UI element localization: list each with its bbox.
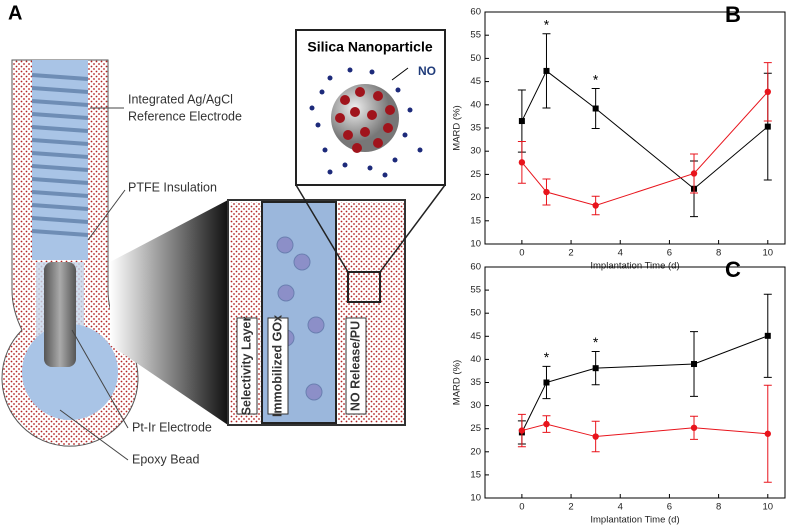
y-tick-label: 30 xyxy=(470,146,481,157)
significance: * xyxy=(593,71,599,87)
marker xyxy=(543,379,550,386)
label: Selectivity Layer xyxy=(239,317,253,416)
y-tick-label: 45 xyxy=(470,331,481,342)
label: Integrated Ag/AgCl xyxy=(128,92,233,106)
pt-ir-rod xyxy=(44,262,76,367)
marker xyxy=(764,430,771,437)
y-tick-label: 10 xyxy=(470,239,481,250)
y-tick-label: 15 xyxy=(470,215,481,226)
y-tick-label: 35 xyxy=(470,123,481,134)
y-tick-label: 20 xyxy=(470,446,481,457)
y-tick-label: 35 xyxy=(470,377,481,388)
marker xyxy=(543,420,550,428)
label: Pt-Ir Electrode xyxy=(132,420,212,434)
label: NO xyxy=(418,64,436,78)
panel-label: B xyxy=(725,2,741,27)
series-line xyxy=(521,70,769,190)
y-tick-label: 45 xyxy=(470,76,481,87)
x-tick-label: 6 xyxy=(667,248,672,259)
x-tick-label: 2 xyxy=(568,248,573,259)
panel-label: A xyxy=(8,2,22,24)
enzymes xyxy=(276,236,325,401)
marker xyxy=(543,67,550,74)
diagram-a: A Integrated Ag/AgCl Reference Electrode… xyxy=(1,2,446,466)
label: Immobilized GOx xyxy=(270,315,284,417)
zoom xyxy=(110,200,228,425)
label: Reference Electrode xyxy=(128,109,242,123)
x-tick-label: 2 xyxy=(568,502,573,513)
y-tick-label: 30 xyxy=(470,400,481,411)
layer-labels: Selectivity Layer Immobilized GOx NO Rel… xyxy=(236,315,367,417)
y-tick-label: 55 xyxy=(470,285,481,296)
series-line xyxy=(521,423,768,438)
y-tick-label: 50 xyxy=(470,308,481,319)
x-tick-label: 4 xyxy=(618,502,623,513)
y-axis-label: MARD (%) xyxy=(452,360,463,405)
x-tick-label: 8 xyxy=(716,248,721,259)
marker xyxy=(518,427,526,434)
marker xyxy=(592,202,599,209)
label: NO Release/PU xyxy=(348,321,362,411)
marker xyxy=(592,433,599,440)
y-tick-label: 40 xyxy=(470,99,481,110)
significance: * xyxy=(544,349,550,365)
plot-frame xyxy=(484,11,786,245)
marker xyxy=(518,118,525,125)
x-tick-label: 10 xyxy=(762,248,773,259)
significance: * xyxy=(544,17,550,33)
marker xyxy=(764,123,771,130)
marker xyxy=(690,170,698,177)
coil xyxy=(31,73,89,237)
leaders xyxy=(59,107,129,461)
y-tick-label: 10 xyxy=(470,493,481,504)
series-line xyxy=(521,335,768,433)
significance: * xyxy=(593,334,599,350)
y-tick-label: 15 xyxy=(470,469,481,480)
marker xyxy=(518,159,526,166)
panel-label: C xyxy=(725,257,741,282)
x-axis-label: Implantation Time (d) xyxy=(590,515,679,526)
no-dots xyxy=(309,67,423,178)
y-tick-label: 60 xyxy=(470,262,481,273)
x-axis-label: Implantation Time (d) xyxy=(590,261,679,272)
x-tick-label: 10 xyxy=(762,502,773,513)
x-tick-label: 8 xyxy=(716,502,721,513)
y-tick-label: 25 xyxy=(470,169,481,180)
x-tick-label: 6 xyxy=(667,502,672,513)
marker xyxy=(690,424,698,431)
y-tick-label: 55 xyxy=(470,30,481,41)
label: PTFE Insulation xyxy=(128,180,217,194)
plot-frame xyxy=(484,266,786,499)
y-tick-label: 25 xyxy=(470,423,481,434)
y-tick-label: 60 xyxy=(470,7,481,18)
marker xyxy=(764,88,771,96)
x-tick-label: 4 xyxy=(618,248,623,259)
marker xyxy=(543,188,550,196)
marker xyxy=(592,105,599,112)
x-tick-label: 0 xyxy=(519,248,524,259)
x-tick-label: 0 xyxy=(519,502,524,513)
label: Silica Nanoparticle xyxy=(307,39,432,55)
marker xyxy=(592,365,599,372)
y-tick-label: 20 xyxy=(470,192,481,203)
red-dots xyxy=(335,87,395,153)
y-tick-label: 50 xyxy=(470,53,481,64)
y-axis-label: MARD (%) xyxy=(452,105,463,150)
marker xyxy=(691,361,698,368)
y-tick-label: 40 xyxy=(470,354,481,365)
marker xyxy=(764,332,771,339)
label: Epoxy Bead xyxy=(132,452,199,466)
